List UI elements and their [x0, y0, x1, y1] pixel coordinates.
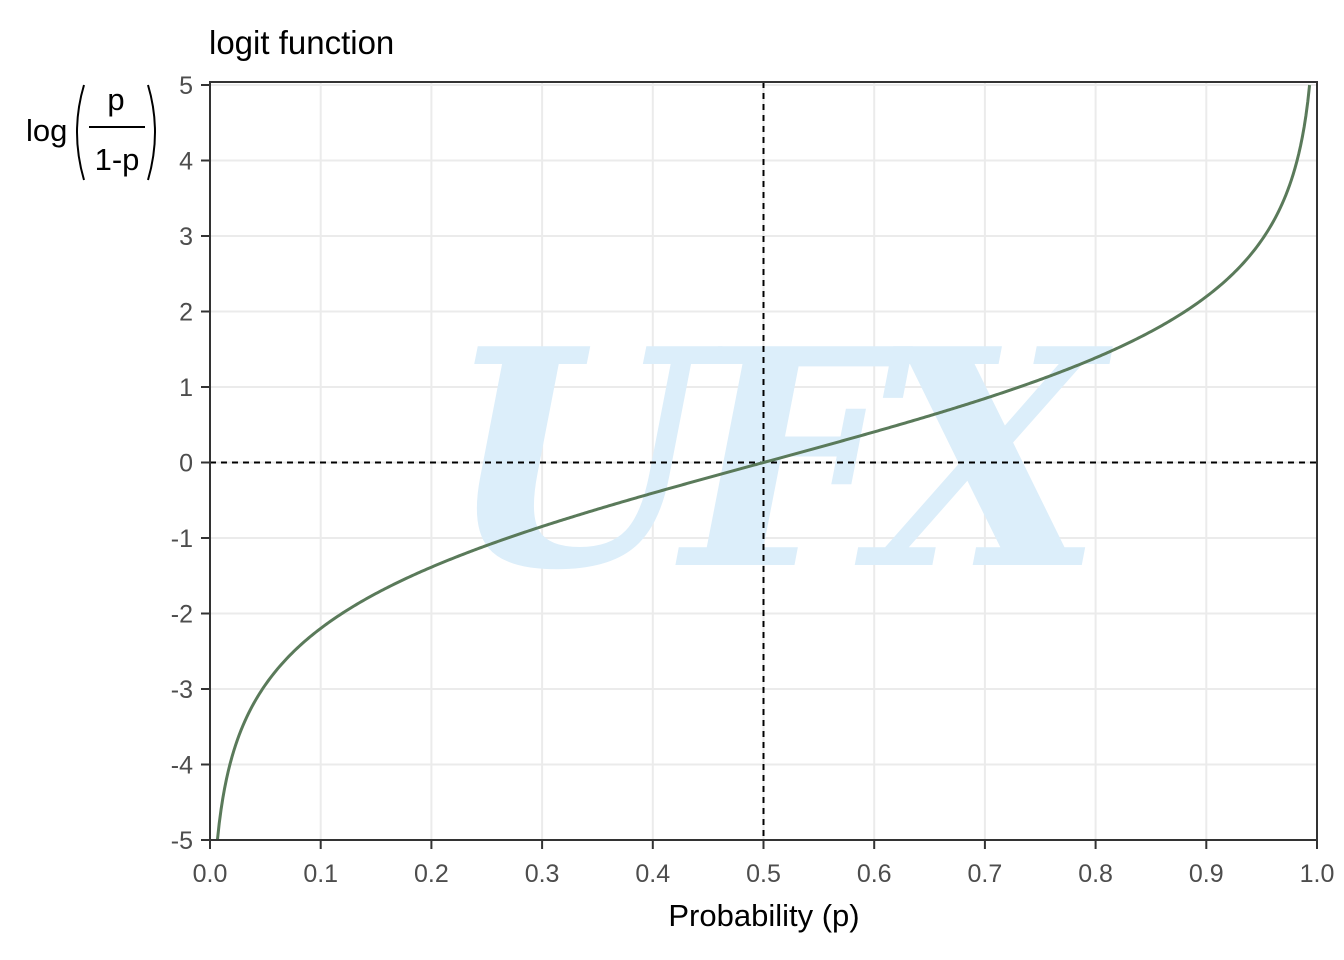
x-tick-label: 0.1	[303, 860, 338, 888]
y-tick-label: 1	[179, 374, 193, 402]
y-axis-title-numerator: p	[107, 82, 124, 117]
y-tick-label: 4	[179, 148, 193, 176]
x-tick-label: 0.5	[746, 860, 781, 888]
x-tick-label: 0.9	[1189, 860, 1224, 888]
y-axis-title-denominator: 1-p	[95, 142, 140, 177]
x-tick-label: 0.6	[857, 860, 892, 888]
x-tick-label: 0.3	[525, 860, 560, 888]
x-tick-label: 1.0	[1300, 860, 1335, 888]
x-tick-label: 0.2	[414, 860, 449, 888]
series-layer	[215, 84, 1312, 841]
x-tick-label: 0.8	[1078, 860, 1113, 888]
x-axis-title: Probability (p)	[668, 898, 859, 933]
x-axis: 0.0 0.1 0.2 0.3 0.4 0.5 0.6 0.7 0.8 0.9 1.0	[193, 840, 1335, 888]
y-tick-label: 0	[179, 450, 193, 478]
y-axis-title-left-paren	[76, 84, 85, 181]
y-tick-label: -1	[171, 525, 193, 553]
y-axis-title-log: log	[26, 113, 67, 148]
x-tick-label: 0.0	[193, 860, 228, 888]
y-tick-label: -2	[171, 601, 193, 629]
y-tick-label: -5	[171, 827, 193, 855]
y-axis-title: log p 1-p	[26, 82, 156, 181]
x-tick-label: 0.4	[635, 860, 670, 888]
y-tick-label: 2	[179, 299, 193, 327]
y-tick-label: -3	[171, 676, 193, 704]
y-axis: 5 4 3 2 1 0 -1 -2 -3 -4 -5	[171, 72, 210, 855]
y-axis-title-right-paren	[147, 84, 156, 181]
y-tick-label: 5	[179, 72, 193, 100]
y-tick-label: -4	[171, 752, 193, 780]
x-tick-label: 0.7	[968, 860, 1003, 888]
chart-title: logit function	[209, 24, 394, 61]
series-line-logit	[215, 84, 1312, 841]
watermark: UFX	[446, 283, 1114, 636]
y-tick-label: 3	[179, 223, 193, 251]
